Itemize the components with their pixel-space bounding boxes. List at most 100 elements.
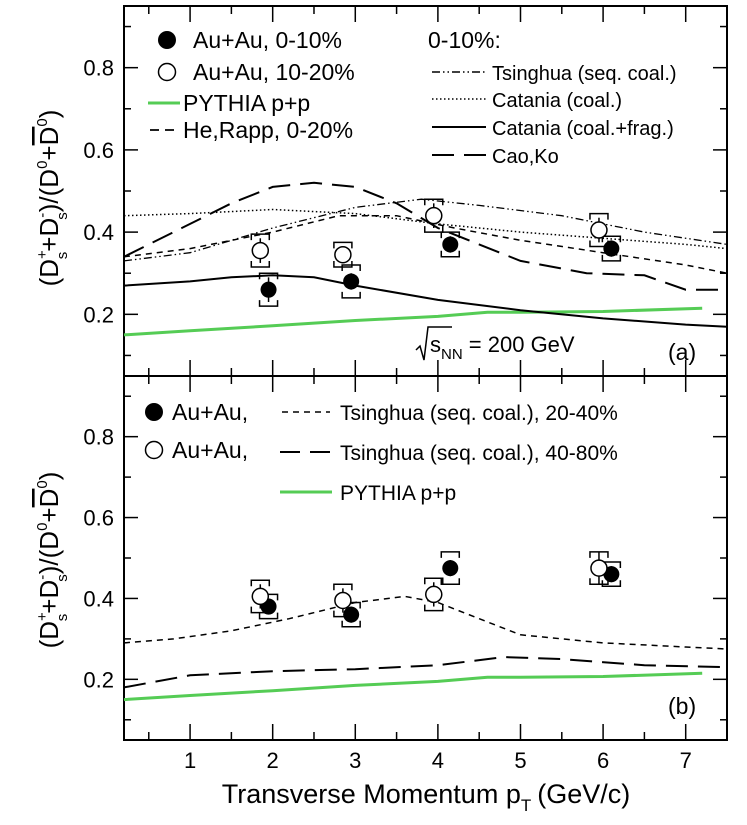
filled-circle-marker: [145, 403, 163, 421]
y-tick-label: 0.4: [83, 220, 114, 245]
sys-bracket-bottom: [589, 578, 609, 586]
legend-item-he-rapp: He,Rapp, 0-20%: [150, 117, 353, 143]
sys-bracket-bottom: [601, 254, 622, 262]
legend-label: Tsinghua (seq. coal.), 20-40%: [340, 402, 618, 425]
panel-a-legend-left: Au+Au, 0-10% Au+Au, 10-20% PYTHIA p+p He…: [148, 27, 355, 143]
legend-label: Cao,Ko: [492, 146, 559, 168]
legend-label: Au+Au,: [172, 399, 248, 425]
panel-a-y-axis-label: (D+ s+D-s)/(D0+D0): [34, 110, 71, 287]
legend-label: Tsinghua (seq. coal.): [492, 63, 677, 85]
x-tick-label: 1: [184, 748, 196, 773]
y-tick-label: 0.6: [83, 138, 114, 163]
energy-annotation-text: sNN = 200 GeV: [430, 332, 575, 363]
legend-label: Tsinghua (seq. coal.), 40-80%: [340, 442, 618, 465]
open-circle-marker: [425, 206, 443, 225]
panel-b-curves: [123, 595, 728, 702]
legend-item-pythia-b: PYTHIA p+p: [280, 482, 456, 505]
sys-bracket-top: [333, 241, 353, 249]
curve-tsinghua-seq-coal-40-80: [123, 656, 728, 689]
y-tick-label: 0.6: [83, 506, 114, 531]
sys-bracket-bottom: [250, 606, 271, 614]
filled-circle-marker: [442, 236, 459, 253]
x-axis-label: Transverse Momentum pT (GeV/c): [222, 779, 631, 815]
legend-label: Catania (coal.+frag.): [492, 118, 674, 140]
sys-bracket-bottom: [341, 291, 361, 299]
legend-label: Au+Au, 0-10%: [193, 27, 342, 53]
x-tick-label: 3: [349, 748, 361, 773]
panel-b-points: [250, 551, 622, 628]
curve-tsinghua-seq-coal: [123, 198, 728, 262]
data-point: [250, 233, 271, 268]
sys-bracket-bottom: [250, 261, 271, 268]
data-point: [440, 231, 461, 258]
sys-bracket-bottom: [601, 580, 622, 588]
open-circle-marker: [251, 587, 270, 606]
sys-bracket-top: [250, 579, 271, 587]
x-tick-label: 7: [680, 748, 692, 773]
sys-bracket-bottom: [333, 610, 353, 618]
open-circle-marker: [590, 559, 608, 577]
data-point: [333, 583, 353, 618]
legend-item-au-au-filled: Au+Au,: [145, 399, 248, 425]
open-circle-marker: [590, 221, 608, 239]
x-tick-label: 6: [597, 748, 609, 773]
x-tick-label: 4: [432, 748, 444, 773]
sys-bracket-bottom: [440, 578, 461, 586]
sys-bracket-top: [424, 577, 444, 585]
legend-label: He,Rapp, 0-20%: [183, 117, 353, 143]
sys-bracket-bottom: [424, 604, 444, 612]
open-circle-marker: [251, 241, 270, 260]
y-tick-label: 0.8: [83, 425, 114, 450]
panel-b-legend: Au+Au, Au+Au, Tsinghua (seq. coal.), 20-…: [144, 399, 618, 505]
y-tick-label: 0.8: [83, 56, 114, 81]
y-tick-label: 0.2: [83, 667, 114, 692]
sys-bracket-top: [589, 212, 609, 220]
legend-label: PYTHIA p+p: [340, 482, 456, 505]
filled-circle-marker: [343, 273, 360, 290]
sys-bracket-bottom: [341, 620, 361, 628]
sys-bracket-top: [333, 583, 353, 591]
legend-item-catania-coal-frag: Catania (coal.+frag.): [432, 118, 674, 140]
legend-label: PYTHIA p+p: [183, 90, 310, 116]
sys-bracket-top: [250, 233, 271, 241]
panel-b-y-ticks: 0.2 0.4 0.6 0.8: [83, 395, 727, 721]
open-circle-marker: [157, 62, 177, 82]
legend-item-au-au-open: Au+Au,: [144, 437, 248, 463]
panel-a-x-ticks: [148, 6, 728, 376]
curve-tsinghua-seq-coal-20-40: [123, 595, 728, 650]
curve-cao-ko: [123, 181, 727, 291]
data-point: [589, 212, 609, 248]
sys-bracket-bottom: [440, 250, 461, 258]
panel-b-x-ticks: [148, 376, 728, 740]
legend-item-tsinghua-40-80: Tsinghua (seq. coal.), 40-80%: [280, 442, 618, 465]
data-point: [589, 551, 609, 586]
data-point: [424, 577, 444, 612]
legend-label: Catania (coal.): [492, 90, 622, 112]
legend-item-cao-ko: Cao,Ko: [432, 146, 559, 168]
y-tick-label: 0.2: [83, 302, 114, 327]
data-point: [424, 198, 444, 233]
y-tick-label: 0.4: [83, 586, 114, 611]
filled-circle-marker: [442, 560, 459, 577]
panel-a-label: (a): [668, 339, 696, 365]
x-tick-labels: 1 2 3 4 5 6 7: [184, 748, 692, 773]
sys-bracket-top: [601, 235, 622, 243]
panel-b-label: (b): [668, 693, 696, 719]
sys-bracket-top: [258, 272, 279, 280]
data-point: [250, 579, 271, 614]
open-circle-marker: [425, 585, 443, 604]
legend-item-catania-coal: Catania (coal.): [432, 90, 622, 112]
panel-a-points: [250, 198, 622, 307]
filled-circle-marker: [603, 240, 620, 257]
sqrt-sign: [415, 326, 452, 361]
sys-bracket-bottom: [424, 226, 444, 233]
curve-pythia-p-p: [123, 306, 703, 337]
panel-a-y-ticks: 0.2 0.4 0.6 0.8: [83, 25, 727, 357]
sys-bracket-top: [424, 198, 444, 206]
x-tick-label: 5: [514, 748, 526, 773]
open-circle-marker: [334, 591, 352, 610]
legend-item-au-au-10-20: Au+Au, 10-20%: [157, 59, 355, 85]
data-point: [341, 264, 361, 299]
data-point: [440, 551, 461, 586]
